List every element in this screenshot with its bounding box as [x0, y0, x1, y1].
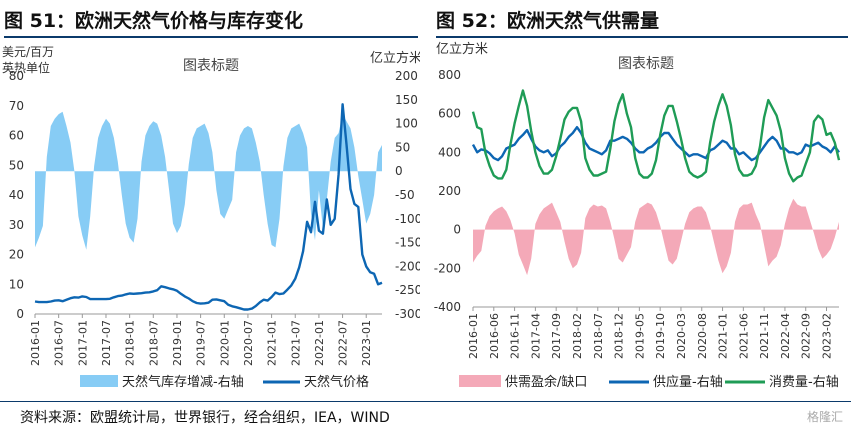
left-y-tick-label: 50: [9, 158, 24, 172]
chart-title: 图表标题: [183, 58, 239, 74]
right-y-tick-label: -200: [395, 259, 420, 273]
x-tick-label: 2021-07: [289, 320, 302, 366]
x-tick-label: 2018-02: [571, 313, 584, 359]
legend-label-surplus: 供需盈余/缺口: [505, 374, 587, 390]
x-tick-label: 2019-10: [654, 313, 667, 359]
y-tick-label: 0: [453, 223, 461, 237]
x-tick-label: 2018-01: [124, 320, 137, 366]
legend-swatch-storage: [80, 375, 118, 387]
legend-label-consumption: 消费量-右轴: [769, 375, 839, 390]
right-y-tick-label: -150: [395, 236, 420, 250]
right-figure-title: 图 52：欧洲天然气供需量: [436, 10, 660, 32]
left-y-tick-label: 70: [9, 99, 24, 113]
left-axis-unit-line-2: 英热单位: [2, 60, 50, 75]
legend-label-storage: 天然气库存增减-右轴: [122, 374, 244, 390]
right-y-tick-label: -250: [395, 283, 420, 297]
right-title-rule: [436, 36, 848, 38]
x-tick-label: 2017-09: [550, 313, 563, 359]
x-tick-label: 2022-04: [779, 313, 792, 359]
right-y-tick-label: 150: [395, 93, 418, 107]
x-tick-label: 2019-05: [633, 313, 646, 359]
chart-title: 图表标题: [618, 56, 674, 72]
x-tick-label: 2023-01: [360, 320, 373, 366]
x-tick-label: 2021-06: [737, 313, 750, 359]
left-figure-title: 图 51：欧洲天然气价格与库存变化: [4, 10, 304, 32]
x-tick-label: 2020-08: [696, 313, 709, 359]
y-tick-label: -200: [434, 261, 461, 275]
x-tick-label: 2019-01: [171, 320, 184, 366]
left-title-rule: [4, 36, 418, 38]
x-tick-label: 2018-12: [613, 313, 626, 359]
left-y-tick-label: 0: [16, 307, 24, 321]
left-y-tick-label: 20: [9, 248, 24, 262]
consumption-line: [471, 89, 841, 183]
x-tick-label: 2016-01: [467, 313, 480, 359]
x-tick-label: 2022-09: [800, 313, 813, 359]
source-note: 资料来源：欧盟统计局，世界银行，经合组织，IEA，WIND: [20, 410, 390, 426]
x-tick-label: 2016-07: [53, 320, 66, 366]
x-tick-label: 2018-07: [147, 320, 160, 366]
watermark-logo: 格隆汇: [806, 410, 843, 424]
y-tick-label: 800: [438, 68, 461, 82]
x-tick-label: 2019-07: [195, 320, 208, 366]
x-tick-label: 2022-01: [313, 320, 326, 366]
right-y-tick-label: -100: [395, 212, 420, 226]
right-y-tick-label: 0: [395, 164, 403, 178]
x-tick-label: 2016-01: [29, 320, 42, 366]
supply-demand-chart: 图表标题 亿立方米 -400 -200 0 200 400 600 800 2016-01 2016…: [434, 41, 841, 390]
x-tick-label: 2018-07: [592, 313, 605, 359]
right-y-tick-label: 200: [395, 69, 418, 83]
x-tick-label: 2020-01: [218, 320, 231, 366]
right-axis-unit: 亿立方米: [370, 50, 420, 66]
x-tick-label: 2022-07: [337, 320, 350, 366]
x-tick-label: 2021-11: [758, 313, 771, 359]
gas-price-line: [34, 103, 383, 311]
legend-label-supply: 供应量-右轴: [653, 374, 723, 390]
x-tick-label: 2023-02: [821, 313, 834, 359]
y-tick-label: 200: [438, 184, 461, 198]
legend-label-price: 天然气价格: [304, 374, 369, 390]
x-tick-label: 2020-07: [242, 320, 255, 366]
right-y-tick-label: -50: [395, 188, 415, 202]
x-tick-label: 2021-01: [717, 313, 730, 359]
left-y-tick-label: 80: [9, 69, 24, 83]
right-y-tick-label: -300: [395, 307, 420, 321]
x-tick-label: 2017-07: [100, 320, 113, 366]
x-tick-label: 2021-01: [266, 320, 279, 366]
y-tick-label: -400: [434, 300, 461, 314]
y-tick-label: 400: [438, 145, 461, 159]
surplus-gap-area: [473, 198, 839, 276]
left-axis-unit: 亿立方米: [436, 41, 488, 57]
x-tick-label: 2016-11: [509, 313, 522, 359]
left-y-tick-label: 60: [9, 129, 24, 143]
y-tick-label: 600: [438, 107, 461, 121]
left-y-tick-label: 30: [9, 218, 24, 232]
right-y-tick-label: 50: [395, 140, 410, 154]
x-tick-label: 2017-01: [76, 320, 89, 366]
storage-change-area: [35, 111, 382, 250]
footer-rule: [0, 401, 851, 402]
legend-swatch-surplus: [459, 375, 501, 387]
x-tick-label: 2017-04: [529, 313, 542, 359]
left-axis-unit-line-1: 美元/百万: [2, 45, 54, 59]
left-y-tick-label: 40: [9, 188, 24, 202]
x-tick-label: 2020-03: [675, 313, 688, 359]
left-y-tick-label: 10: [9, 277, 24, 291]
x-tick-label: 2016-06: [488, 313, 501, 359]
right-y-tick-label: 100: [395, 117, 418, 131]
